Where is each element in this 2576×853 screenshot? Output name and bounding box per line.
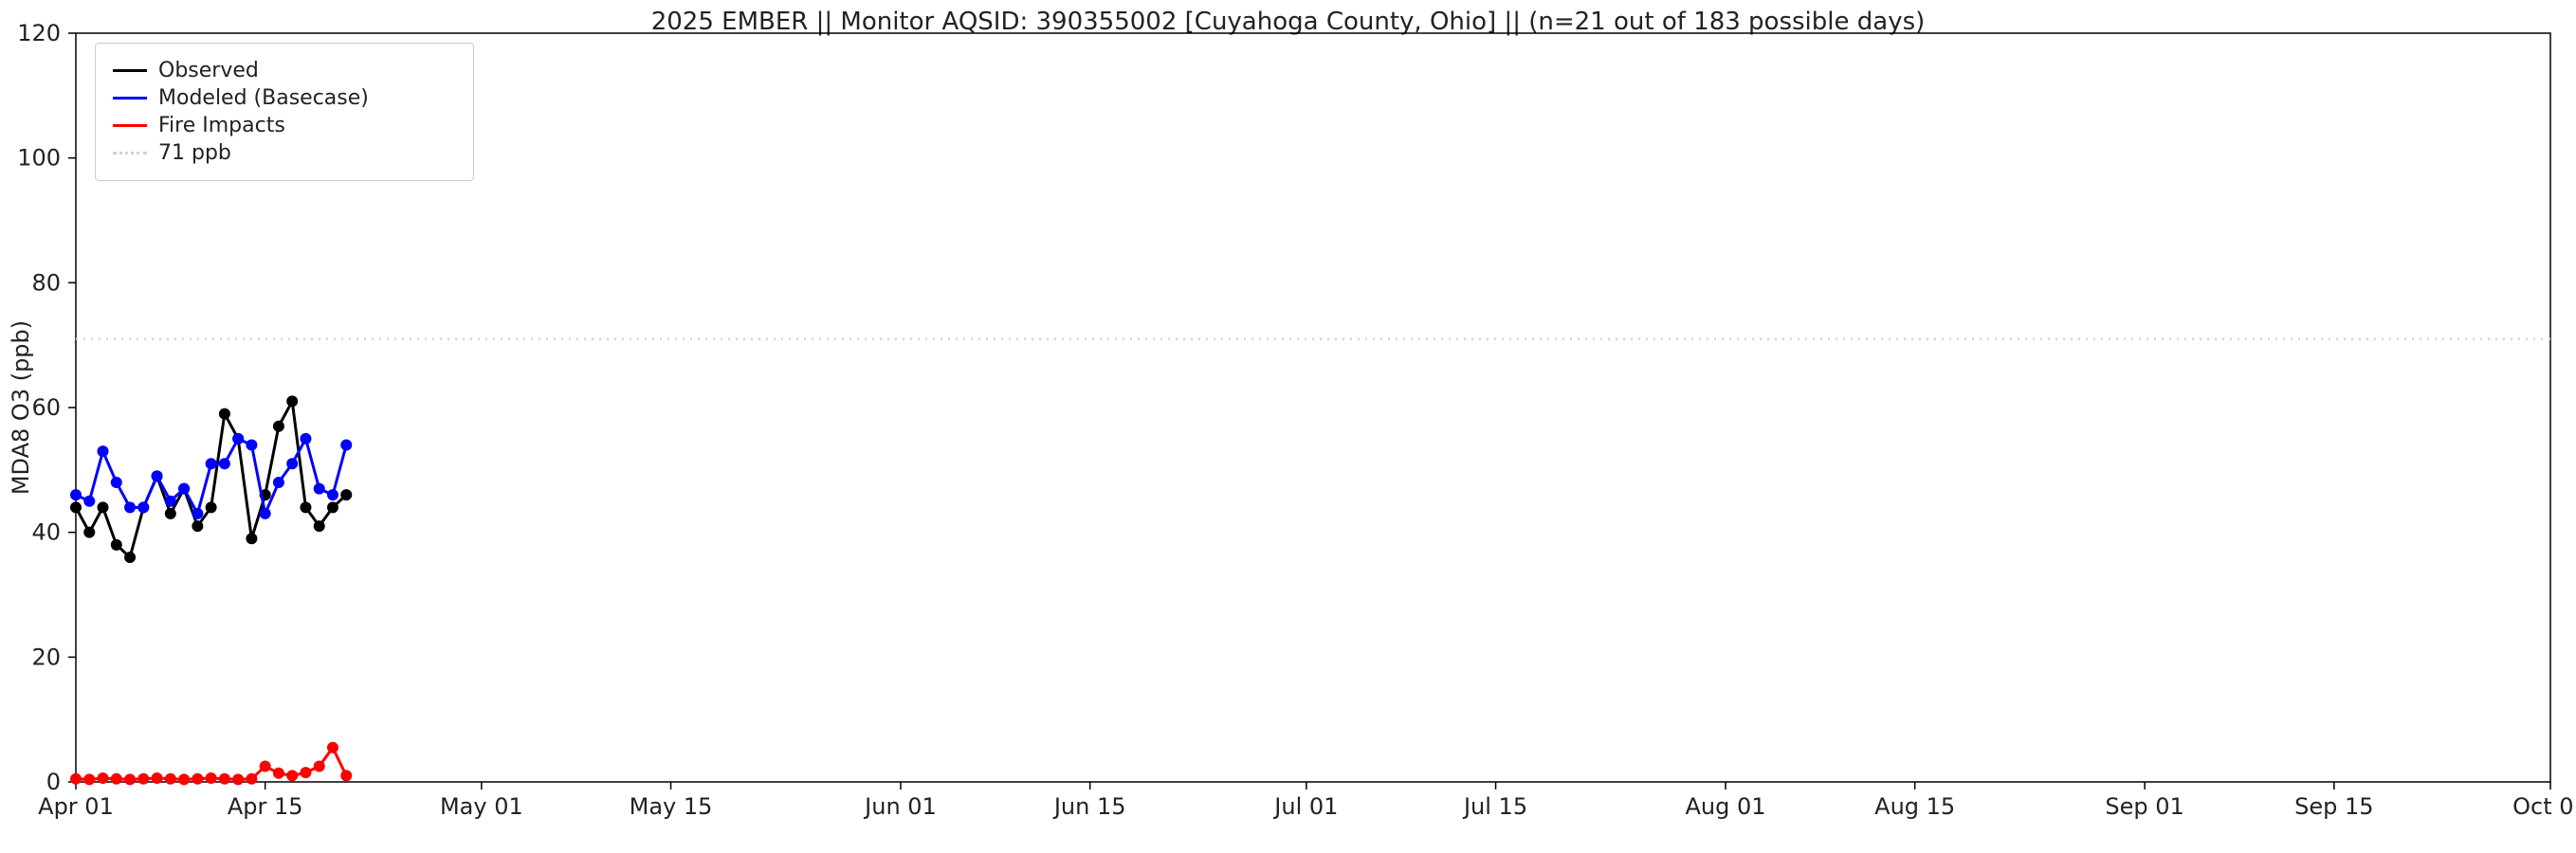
- data-point-fire-impacts: [206, 772, 217, 784]
- data-point-observed: [124, 552, 136, 563]
- svg-text:May 15: May 15: [630, 793, 713, 820]
- data-point-fire-impacts: [98, 772, 109, 784]
- data-point-fire-impacts: [70, 773, 82, 785]
- svg-text:100: 100: [17, 145, 61, 172]
- svg-text:Jun 15: Jun 15: [1052, 793, 1126, 820]
- data-point-fire-impacts: [178, 773, 190, 785]
- data-point-observed: [219, 408, 230, 420]
- data-point-fire-impacts: [314, 761, 325, 772]
- svg-text:May 01: May 01: [440, 793, 523, 820]
- data-point-modeled--basecase-: [340, 440, 352, 451]
- legend-entry-threshold: 71 ppb: [113, 139, 456, 167]
- data-point-modeled--basecase-: [314, 483, 325, 495]
- data-point-modeled--basecase-: [327, 489, 338, 500]
- legend-label-observed: Observed: [158, 59, 259, 82]
- data-point-fire-impacts: [246, 773, 257, 785]
- svg-text:Sep 01: Sep 01: [2105, 793, 2183, 820]
- data-point-fire-impacts: [137, 773, 149, 785]
- legend-entry-modeled: Modeled (Basecase): [113, 84, 456, 112]
- svg-text:Jul 15: Jul 15: [1462, 793, 1527, 820]
- data-point-observed: [70, 501, 82, 513]
- data-point-modeled--basecase-: [165, 496, 176, 507]
- legend-swatch-fire: [113, 124, 147, 127]
- svg-text:Jul 01: Jul 01: [1272, 793, 1338, 820]
- data-point-modeled--basecase-: [192, 508, 203, 519]
- svg-text:Apr 15: Apr 15: [228, 793, 303, 820]
- data-point-fire-impacts: [165, 773, 176, 785]
- data-point-fire-impacts: [192, 773, 203, 785]
- data-point-fire-impacts: [219, 773, 230, 785]
- data-point-modeled--basecase-: [137, 501, 149, 513]
- data-point-modeled--basecase-: [260, 508, 271, 519]
- data-point-modeled--basecase-: [83, 496, 95, 507]
- data-point-observed: [327, 501, 338, 513]
- data-point-observed: [314, 520, 325, 532]
- data-point-fire-impacts: [232, 773, 244, 785]
- data-point-observed: [111, 539, 122, 551]
- data-point-fire-impacts: [273, 768, 284, 779]
- legend-swatch-observed: [113, 69, 147, 72]
- data-point-fire-impacts: [260, 761, 271, 772]
- data-point-modeled--basecase-: [178, 483, 190, 495]
- svg-text:Aug 01: Aug 01: [1685, 793, 1765, 820]
- data-point-modeled--basecase-: [124, 501, 136, 513]
- legend-label-threshold: 71 ppb: [158, 141, 231, 165]
- data-point-fire-impacts: [300, 767, 311, 778]
- data-point-fire-impacts: [124, 773, 136, 785]
- svg-text:0: 0: [46, 769, 61, 795]
- data-point-fire-impacts: [111, 773, 122, 785]
- legend-entry-fire: Fire Impacts: [113, 112, 456, 139]
- data-point-modeled--basecase-: [98, 445, 109, 457]
- data-point-observed: [192, 520, 203, 532]
- data-point-modeled--basecase-: [300, 433, 311, 445]
- legend-swatch-modeled: [113, 97, 147, 100]
- svg-text:20: 20: [31, 644, 61, 670]
- svg-text:Oct 01: Oct 01: [2512, 793, 2576, 820]
- svg-text:Sep 15: Sep 15: [2294, 793, 2373, 820]
- data-point-modeled--basecase-: [273, 477, 284, 488]
- data-point-modeled--basecase-: [152, 470, 163, 481]
- svg-text:80: 80: [31, 269, 61, 296]
- data-layer: [70, 395, 352, 785]
- svg-text:MDA8 O3 (ppb): MDA8 O3 (ppb): [8, 320, 34, 495]
- svg-text:60: 60: [31, 394, 61, 421]
- data-point-modeled--basecase-: [70, 489, 82, 500]
- legend-label-fire: Fire Impacts: [158, 114, 285, 137]
- data-point-observed: [246, 533, 257, 544]
- legend-entry-observed: Observed: [113, 57, 456, 84]
- data-point-modeled--basecase-: [219, 458, 230, 469]
- data-point-observed: [83, 527, 95, 538]
- chart-root: 2025 EMBER || Monitor AQSID: 390355002 […: [0, 0, 2576, 853]
- data-point-fire-impacts: [286, 770, 298, 781]
- legend-box[interactable]: Observed Modeled (Basecase) Fire Impacts…: [95, 43, 474, 181]
- legend-swatch-threshold: [113, 152, 147, 154]
- data-point-observed: [300, 501, 311, 513]
- data-point-fire-impacts: [340, 770, 352, 781]
- data-point-observed: [340, 489, 352, 500]
- legend-label-modeled: Modeled (Basecase): [158, 86, 369, 110]
- data-point-observed: [206, 501, 217, 513]
- svg-text:120: 120: [17, 20, 61, 46]
- svg-text:Jun 01: Jun 01: [863, 793, 937, 820]
- data-point-modeled--basecase-: [286, 458, 298, 469]
- svg-text:Aug 15: Aug 15: [1874, 793, 1955, 820]
- data-point-observed: [273, 421, 284, 432]
- data-point-modeled--basecase-: [111, 477, 122, 488]
- svg-text:Apr 01: Apr 01: [38, 793, 114, 820]
- svg-text:40: 40: [31, 519, 61, 546]
- data-point-fire-impacts: [83, 773, 95, 785]
- data-point-modeled--basecase-: [232, 433, 244, 445]
- data-point-observed: [286, 395, 298, 407]
- data-point-modeled--basecase-: [206, 458, 217, 469]
- data-point-fire-impacts: [152, 772, 163, 784]
- data-point-modeled--basecase-: [246, 440, 257, 451]
- data-point-observed: [98, 501, 109, 513]
- data-point-fire-impacts: [327, 742, 338, 753]
- data-point-observed: [165, 508, 176, 519]
